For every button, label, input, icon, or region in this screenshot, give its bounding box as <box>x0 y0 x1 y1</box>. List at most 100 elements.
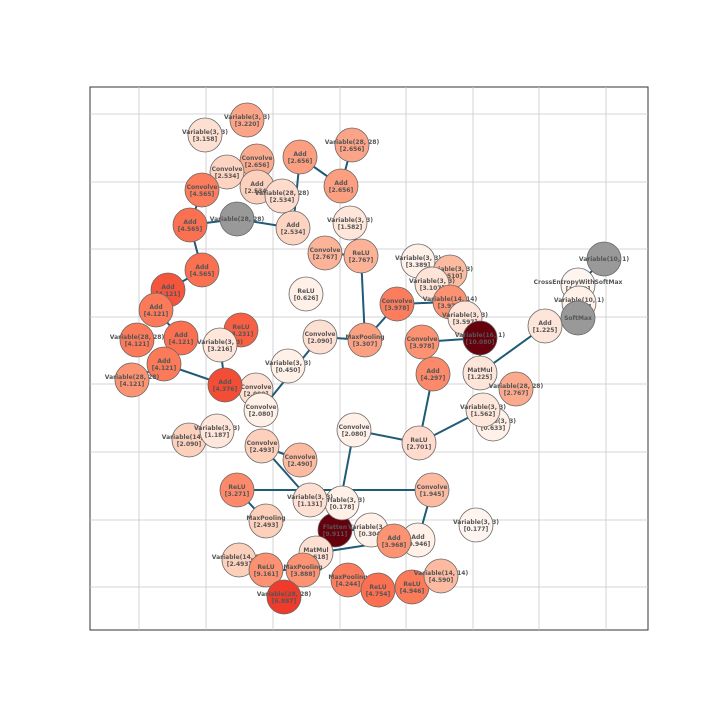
node-circle <box>219 472 255 508</box>
node: Variable(14, 14)[4.590] <box>414 558 468 594</box>
node: SoftMax <box>560 300 596 336</box>
node-circle <box>376 523 412 559</box>
node-op: ReLU <box>403 581 420 588</box>
node-circle <box>527 308 563 344</box>
node-op: Add <box>293 151 306 158</box>
node: Variable(3, 3)[3.158] <box>182 117 228 153</box>
node-value: [4.754] <box>366 591 391 598</box>
node: Variable(28, 28)[6.887] <box>257 579 311 615</box>
node-circle <box>498 371 534 407</box>
node-circle <box>586 241 622 277</box>
node-value: [2.080] <box>249 411 274 418</box>
node-op: Variable(3, 3) <box>194 425 240 432</box>
node-op: Add <box>174 332 187 339</box>
node-circle <box>307 235 343 271</box>
node-op: ReLU <box>410 437 427 444</box>
node-op: Add <box>149 304 162 311</box>
node: Variable(16, 1)[10.080] <box>455 320 505 356</box>
node: Variable(28, 28)[2.767] <box>489 371 543 407</box>
node-op: ReLU <box>228 484 245 491</box>
node-op: MaxPooling <box>246 515 285 522</box>
node-value: [9.911] <box>323 531 348 538</box>
node-circle <box>243 392 279 428</box>
node-value: [0.633] <box>481 425 506 432</box>
node: ReLU[3.271] <box>219 472 255 508</box>
node-op: Variable(3, 3) <box>409 278 455 285</box>
node-op: ReLU <box>257 564 274 571</box>
node: ReLU[9.161] <box>248 552 284 588</box>
node-circle <box>266 579 302 615</box>
node-circle <box>219 201 255 237</box>
node-op: Variable(3, 3) <box>348 524 394 531</box>
node-value: [3.220] <box>235 121 260 128</box>
node: Convolve[2.534] <box>209 154 245 190</box>
node-value: [4.376] <box>213 386 238 393</box>
node-value: [4.244] <box>336 581 361 588</box>
node: Add[2.534] <box>275 210 311 246</box>
node-value: [1.131] <box>298 501 323 508</box>
node-circle <box>379 286 415 322</box>
node: Add[4.297] <box>415 356 451 392</box>
node-value: [0.946] <box>406 541 431 548</box>
node: Convolve[2.080] <box>336 412 372 448</box>
node: Variable(3, 3)[1.187] <box>194 413 240 449</box>
node-op: Add <box>538 320 551 327</box>
node-op: Convolve <box>382 298 413 305</box>
node-op: Variable(3, 3) <box>427 266 473 273</box>
node-op: Variable(14, 14) <box>212 554 267 561</box>
node-value: [2.701] <box>407 444 432 451</box>
node-op: Add <box>183 219 196 226</box>
node-value: [2.534] <box>245 188 270 195</box>
node: ReLU[0.626] <box>288 276 324 312</box>
node-circle <box>336 412 372 448</box>
node-circle <box>415 356 451 392</box>
node-op: Variable(28, 28) <box>255 190 310 197</box>
node-value: [3.389] <box>406 262 431 269</box>
node-value: [2.656] <box>340 146 365 153</box>
node-op: MaxPooling <box>328 574 367 581</box>
node-op: Variable(3, 3) <box>442 312 488 319</box>
node-op: Variable(16, 1) <box>455 332 505 339</box>
node-circle <box>334 127 370 163</box>
node-value: [9.161] <box>254 571 279 578</box>
node-circle <box>462 355 498 391</box>
node-circle <box>184 172 220 208</box>
node: Variable(28, 28)[2.534] <box>255 178 310 214</box>
node-op: Convolve <box>187 184 218 191</box>
node-value: [3.307] <box>353 341 378 348</box>
node-circle <box>462 320 498 356</box>
node-circle <box>288 276 324 312</box>
node: MatMul[1.225] <box>462 355 498 391</box>
node-op: ReLU <box>232 324 249 331</box>
node-circle <box>323 168 359 204</box>
node-value: [6.887] <box>272 598 297 605</box>
node: Variable(3, 3)[0.177] <box>453 507 499 543</box>
node: Convolve[2.493] <box>244 428 280 464</box>
node-op: Convolve <box>417 484 448 491</box>
node-op: Variable(14, 14) <box>162 434 217 441</box>
node: Add[4.376] <box>207 367 243 403</box>
node-circle <box>248 503 284 539</box>
node: Convolve[2.080] <box>243 392 279 428</box>
node-op: Variable(28, 28) <box>110 334 165 341</box>
node: Variable(3, 3)[0.450] <box>265 348 311 384</box>
node-circle <box>282 442 318 478</box>
node-op: Convolve <box>247 440 278 447</box>
node-op: Convolve <box>242 155 273 162</box>
node-op: Convolve <box>212 166 243 173</box>
node-circle <box>114 362 150 398</box>
node-op: Variable(3, 3) <box>453 519 499 526</box>
node-value: [3.510] <box>438 273 463 280</box>
node: Convolve[4.565] <box>184 172 220 208</box>
node-op: Convolve <box>285 454 316 461</box>
node: Variable(3, 3)[3.220] <box>224 102 270 138</box>
node-value: [2.534] <box>281 229 306 236</box>
node: Variable(28, 28)[4.121] <box>110 322 165 358</box>
node-circle <box>184 252 220 288</box>
node: Convolve[2.767] <box>307 235 343 271</box>
node-circle <box>292 482 328 518</box>
node-value: [1.618] <box>304 554 329 561</box>
node-value: [0.178] <box>330 504 355 511</box>
node-value: [1.187] <box>205 432 230 439</box>
node-op: Variable(28, 28) <box>105 374 160 381</box>
